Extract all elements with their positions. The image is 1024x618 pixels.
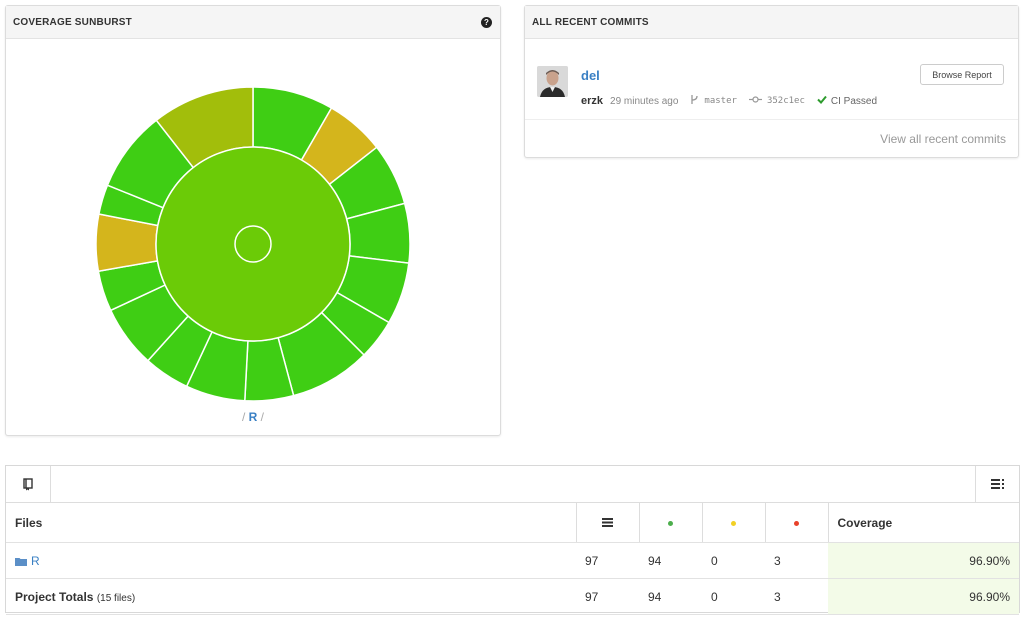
- sunburst-chart[interactable]: [6, 38, 500, 410]
- totals-coverage-cell: 96.90%: [828, 578, 1019, 615]
- file-name-cell: R: [6, 542, 576, 579]
- breadcrumb-separator: /: [241, 410, 246, 424]
- files-toolbar: [6, 466, 1019, 503]
- misses-cell: 3: [765, 542, 828, 579]
- partials-cell: 0: [702, 542, 765, 579]
- folder-link-r[interactable]: R: [31, 553, 40, 568]
- table-row: R 97 94 0 3 96.90%: [6, 542, 1019, 579]
- list-icon: [991, 479, 1004, 489]
- miss-dot-icon: [794, 520, 799, 526]
- hit-dot-icon: [668, 520, 673, 526]
- lines-column-header[interactable]: [575, 503, 639, 543]
- sunburst-card-header: COVERAGE SUNBURST ?: [6, 6, 500, 39]
- files-table-card: Files Coverage R 97 94 0 3 96.90% Projec…: [5, 465, 1020, 615]
- commit-sha[interactable]: 352c1ec: [766, 96, 805, 106]
- browse-report-button[interactable]: Browse Report: [920, 64, 1004, 85]
- totals-label-cell: Project Totals (15 files): [6, 578, 576, 615]
- breadcrumb-item-r[interactable]: R: [248, 410, 258, 424]
- sunburst-breadcrumb: / R /: [6, 410, 500, 424]
- recent-commits-card: ALL RECENT COMMITS del erzk 29 minutes a…: [524, 5, 1019, 158]
- question-circle-icon[interactable]: ?: [481, 17, 492, 28]
- sunburst-center[interactable]: [234, 225, 272, 263]
- folder-icon: [15, 557, 27, 566]
- lines-cell: 97: [576, 542, 639, 579]
- coverage-column-header[interactable]: Coverage: [827, 503, 1019, 543]
- hits-column-header[interactable]: [638, 503, 702, 543]
- view-all-commits-link[interactable]: View all recent commits: [880, 132, 1006, 146]
- table-header-row: Files Coverage: [6, 503, 1019, 543]
- commit-message-link[interactable]: del: [581, 68, 600, 83]
- commit-time: 29 minutes ago: [610, 95, 679, 107]
- breadcrumb-separator: /: [260, 410, 265, 424]
- files-table: Files Coverage R 97 94 0 3 96.90% Projec…: [6, 503, 1019, 615]
- totals-label: Project Totals: [15, 589, 94, 604]
- files-column-header[interactable]: Files: [6, 503, 576, 543]
- file-view-toggle[interactable]: [6, 466, 51, 502]
- partial-dot-icon: [731, 520, 736, 526]
- coverage-sunburst-card: COVERAGE SUNBURST ? / R /: [5, 5, 501, 436]
- totals-partials-cell: 0: [702, 578, 765, 615]
- commit-meta: erzk 29 minutes ago master 352c1ec CI Pa…: [581, 94, 877, 108]
- partials-column-header[interactable]: [701, 503, 765, 543]
- list-view-toggle[interactable]: [975, 466, 1019, 502]
- branch-icon: [690, 94, 699, 108]
- sunburst-card-title: COVERAGE SUNBURST: [13, 16, 132, 28]
- avatar[interactable]: [537, 66, 568, 97]
- hits-cell: 94: [639, 542, 702, 579]
- commit-author[interactable]: erzk: [581, 95, 604, 107]
- commit-branch[interactable]: master: [704, 96, 737, 106]
- commits-card-title: ALL RECENT COMMITS: [532, 16, 649, 28]
- book-icon: [23, 478, 33, 491]
- commits-card-header: ALL RECENT COMMITS: [525, 6, 1018, 39]
- totals-hits-cell: 94: [639, 578, 702, 615]
- misses-column-header[interactable]: [764, 503, 828, 543]
- totals-row: Project Totals (15 files) 97 94 0 3 96.9…: [6, 578, 1019, 615]
- commit-icon: [748, 95, 762, 107]
- totals-misses-cell: 3: [765, 578, 828, 615]
- lines-icon: [602, 517, 613, 527]
- ci-status: CI Passed: [830, 95, 878, 107]
- view-all-commits: View all recent commits: [525, 119, 1018, 157]
- coverage-cell: 96.90%: [828, 542, 1019, 579]
- check-icon: [817, 95, 827, 107]
- totals-file-count: (15 files): [96, 592, 136, 604]
- totals-lines-cell: 97: [576, 578, 639, 615]
